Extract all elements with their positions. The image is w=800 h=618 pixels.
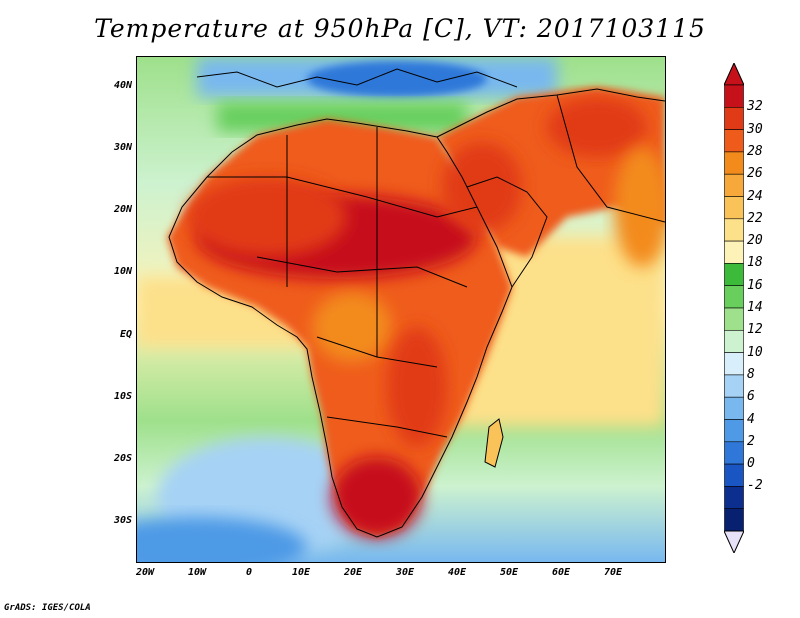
- west-sahara-hot: [187, 177, 347, 257]
- colorbar-label: 12: [747, 322, 763, 338]
- colorbar-swatch: [724, 419, 744, 443]
- europe-coldest: [307, 61, 487, 97]
- colorbar-swatch: [724, 396, 744, 420]
- lat-label: 40N: [113, 80, 132, 91]
- colorbar-label: 14: [747, 300, 763, 315]
- colorbar-swatch: [724, 196, 744, 220]
- lon-label: 60E: [551, 567, 571, 578]
- colorbar-label: 8: [747, 366, 755, 382]
- colorbar-swatch: [724, 307, 744, 331]
- lat-label: 30S: [113, 515, 132, 526]
- lon-label: 10W: [187, 567, 207, 578]
- colorbar-label: 26: [747, 166, 763, 182]
- colorbar-label: 10: [747, 344, 763, 360]
- credit-text: GrADS: IGES/COLA: [4, 603, 91, 613]
- colorbar-label: 18: [747, 255, 763, 271]
- lat-label: 30N: [113, 142, 132, 153]
- colorbar-swatch: [724, 173, 744, 197]
- colorbar-swatch: [724, 84, 744, 108]
- colorbar-label: 20: [747, 233, 763, 249]
- colorbar-label: 2: [747, 433, 755, 449]
- colorbar-bottom-arrow: [724, 530, 744, 553]
- map-canvas: [137, 57, 665, 562]
- iran-hot: [547, 97, 647, 157]
- congo-field: [312, 292, 392, 362]
- lon-label: 30E: [395, 567, 415, 578]
- colorbar-swatch: [724, 240, 744, 264]
- colorbar-swatch: [724, 441, 744, 465]
- lon-label: 50E: [499, 567, 519, 578]
- colorbar-swatch: [724, 285, 744, 309]
- southern-africa-hot: [332, 457, 422, 537]
- southern-cool-band: [137, 517, 307, 562]
- colorbar-swatch: [724, 374, 744, 398]
- colorbar-swatch: [724, 151, 744, 175]
- lon-label: 10E: [291, 567, 311, 578]
- lat-label: 10S: [113, 391, 132, 402]
- colorbar-top-arrow: [724, 63, 744, 86]
- temperature-map: [136, 56, 666, 563]
- colorbar-swatch: [724, 218, 744, 242]
- lat-label: EQ: [119, 329, 132, 340]
- lon-label: 70E: [603, 567, 623, 578]
- colorbar-label: 32: [747, 99, 763, 115]
- colorbar-swatch: [724, 129, 744, 153]
- colorbar-swatch: [724, 508, 744, 532]
- lon-label: 20W: [135, 567, 155, 578]
- colorbar: [724, 63, 744, 553]
- lon-label: 40E: [447, 567, 467, 578]
- colorbar-label: 4: [747, 411, 755, 427]
- india-field: [614, 147, 665, 267]
- colorbar-label: 24: [747, 188, 763, 204]
- madagascar-field: [485, 419, 503, 467]
- colorbar-label: -2: [747, 478, 763, 494]
- colorbar-swatch: [724, 106, 744, 130]
- colorbar-swatch: [724, 463, 744, 487]
- east-africa-hot: [387, 327, 447, 447]
- colorbar-label: 28: [747, 143, 763, 159]
- colorbar-label: 30: [747, 121, 763, 137]
- colorbar-swatch: [724, 352, 744, 376]
- map-title: Temperature at 950hPa [C], VT: 201710311…: [94, 14, 706, 43]
- lon-label: 20E: [343, 567, 363, 578]
- colorbar-label: 16: [747, 277, 763, 293]
- lat-label: 10N: [113, 266, 132, 277]
- coastlines: [168, 68, 665, 538]
- colorbar-label: 22: [747, 210, 763, 226]
- colorbar-label: 0: [747, 456, 755, 472]
- arabia-hot: [442, 142, 522, 232]
- colorbar-swatch: [724, 329, 744, 353]
- colorbar-swatch: [724, 263, 744, 286]
- lat-label: 20S: [113, 453, 132, 464]
- lon-label: 0: [245, 567, 253, 578]
- colorbar-swatch: [724, 486, 744, 509]
- lat-label: 20N: [113, 204, 132, 215]
- colorbar-label: 6: [747, 389, 755, 405]
